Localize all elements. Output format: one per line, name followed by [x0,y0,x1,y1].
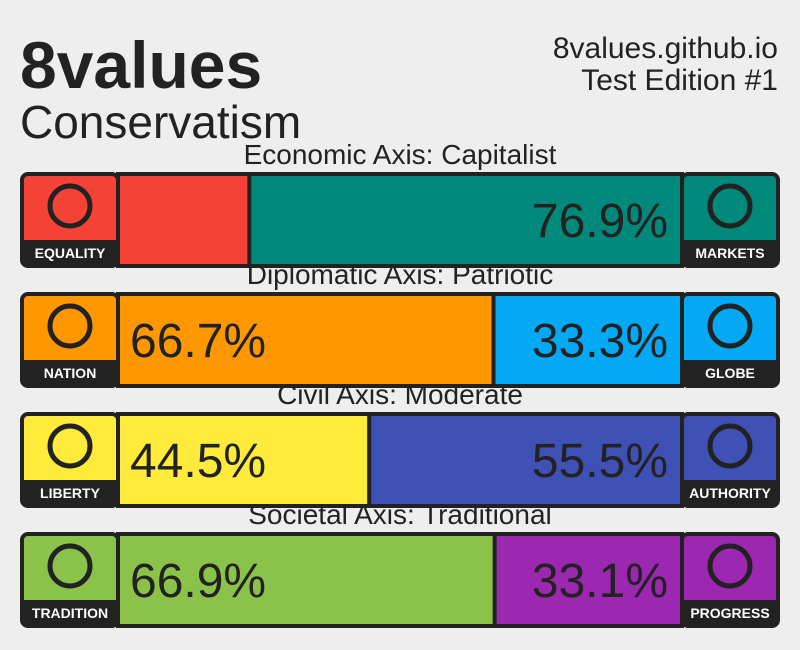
label-band [684,600,776,624]
percentage: 33.3% [532,315,668,368]
bar-segment [120,536,495,624]
bar-segment [493,296,680,384]
axis-end-label: MARKETS [695,245,764,261]
bar-segment [120,416,370,504]
axis-title: Economic Axis: Capitalist [244,139,557,170]
percentage: 55.5% [532,435,668,488]
percentage: 76.9% [532,195,668,248]
label-band [684,240,776,264]
axis-end-label: AUTHORITY [689,485,771,501]
icon-glyph [47,303,93,349]
site: 8values.github.io [553,32,778,65]
bar-segment [120,296,494,384]
label-band [24,480,116,504]
bar-segment [120,176,250,264]
axis-end-label: EQUALITY [35,245,106,261]
axis-title: Civil Axis: Moderate [277,379,523,410]
axis-title: Diplomatic Axis: Patriotic [247,259,554,290]
bar-segment [494,536,680,624]
edition: Test Edition #1 [581,64,778,97]
bar-segment [369,416,680,504]
icon-glyph [47,543,93,589]
percentage: 33.1% [532,555,668,608]
axis-end-label: PROGRESS [690,605,769,621]
icon-glyph [707,303,753,349]
ideology: Conservatism [20,96,301,148]
axis-end-label: LIBERTY [40,485,101,501]
icon-glyph [47,423,93,469]
axis-title: Societal Axis: Traditional [248,499,552,530]
axis-end-label: NATION [44,365,97,381]
icon-glyph [707,423,753,469]
icon-glyph [707,543,753,589]
icon-glyph [47,183,93,229]
label-band [24,600,116,624]
icon-glyph [707,183,753,229]
percentage: 66.7% [130,315,266,368]
axis-end-label: GLOBE [705,365,755,381]
bar-segment [249,176,681,264]
title: 8values [20,28,262,102]
percentage: 44.5% [130,435,266,488]
label-band [24,240,116,264]
percentage: 66.9% [130,555,266,608]
label-band [24,360,116,384]
axis-end-label: TRADITION [32,605,108,621]
label-band [684,480,776,504]
label-band [684,360,776,384]
